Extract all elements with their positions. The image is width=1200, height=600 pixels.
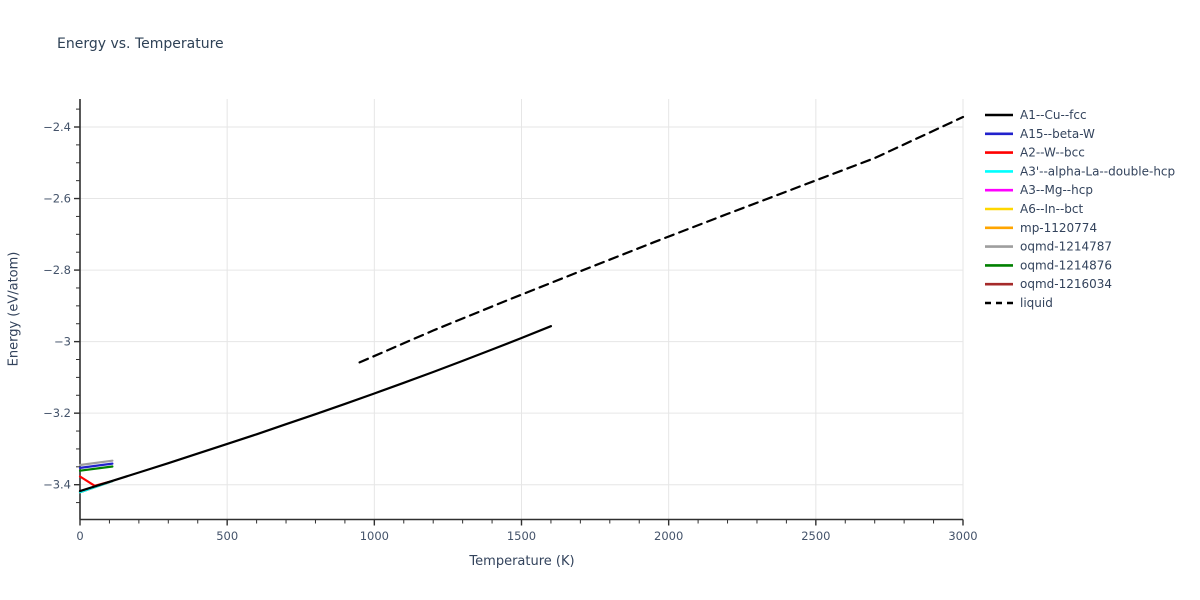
legend-label-oqmd-1214787: oqmd-1214787: [1020, 240, 1112, 254]
x-tick-label: 0: [76, 529, 83, 543]
legend-label-A6--In--bct: A6--In--bct: [1020, 202, 1084, 216]
x-tick-label: 3000: [948, 529, 977, 543]
y-tick-label: −2.4: [43, 120, 71, 134]
x-axis-label: Temperature (K): [469, 554, 575, 569]
legend-label-A3'--alpha-La--double-hcp: A3'--alpha-La--double-hcp: [1020, 164, 1175, 178]
y-tick-label: −3.4: [43, 478, 71, 492]
legend-label-mp-1120774: mp-1120774: [1020, 221, 1097, 235]
series-line-oqmd-1214787: [78, 459, 114, 467]
legend-label-A1--Cu--fcc: A1--Cu--fcc: [1020, 108, 1087, 122]
legend-label-oqmd-1216034: oqmd-1216034: [1020, 277, 1112, 291]
series-line-A1--Cu--fcc: [78, 325, 553, 493]
y-tick-label: −3.2: [43, 406, 71, 420]
legend-label-liquid: liquid: [1020, 296, 1053, 310]
y-axis-label: Energy (eV/atom): [6, 251, 22, 367]
legend-label-A3--Mg--hcp: A3--Mg--hcp: [1020, 183, 1093, 197]
legend-label-A2--W--bcc: A2--W--bcc: [1020, 146, 1085, 160]
x-tick-label: 1500: [507, 529, 536, 543]
x-tick-label: 2500: [801, 529, 830, 543]
x-tick-label: 500: [216, 529, 238, 543]
x-tick-label: 2000: [654, 529, 683, 543]
y-tick-label: −2.8: [43, 263, 71, 277]
legend-label-A15--beta-W: A15--beta-W: [1020, 127, 1095, 141]
legend-label-oqmd-1214876: oqmd-1214876: [1020, 258, 1112, 272]
series-line-oqmd-1214876: [78, 465, 114, 472]
x-tick-label: 1000: [360, 529, 389, 543]
chart-title: Energy vs. Temperature: [57, 36, 224, 52]
series-line-liquid: [358, 115, 965, 364]
series-line-A15--beta-W: [78, 462, 114, 469]
y-tick-label: −2.6: [43, 192, 71, 206]
y-tick-label: −3: [54, 335, 71, 349]
